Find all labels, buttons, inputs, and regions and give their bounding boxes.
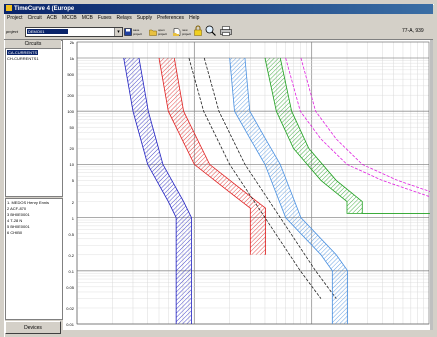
curve-max-line: [203, 57, 337, 299]
plot-border: [76, 41, 430, 325]
circuit-item[interactable]: CA-CURRENTS: [7, 50, 39, 55]
curve-band-fill: [229, 58, 348, 325]
menu-mcb[interactable]: MCB: [81, 15, 93, 21]
circuits-panel-title: Circuits: [5, 40, 61, 49]
curve-min-line: [229, 57, 333, 324]
print-icon[interactable]: [220, 26, 232, 36]
device-item[interactable]: 4 T-28 N: [7, 218, 23, 223]
project-select-value: DEMO01: [27, 29, 68, 34]
vertical-scrollbar[interactable]: [430, 40, 433, 330]
title-bar: TimeCurve 4 (Europe: [4, 4, 433, 14]
y-tick-label: 10: [69, 162, 74, 168]
menu-help[interactable]: Help: [189, 15, 200, 21]
lock-icon[interactable]: [194, 25, 202, 36]
curve-band-fill: [159, 58, 266, 255]
curve-max-line: [138, 57, 192, 324]
scale-readout: 77-A, 939: [402, 28, 424, 34]
time-current-chart[interactable]: [63, 40, 437, 330]
chart-canvas[interactable]: [63, 40, 437, 330]
new-project-icon[interactable]: [173, 28, 181, 36]
y-tick-label: 1: [71, 215, 74, 221]
y-tick-label: 0.5: [68, 231, 74, 237]
y-tick-label: 2: [71, 199, 74, 205]
menu-preferences[interactable]: Preferences: [157, 15, 185, 21]
menu-acb[interactable]: ACB: [46, 15, 58, 21]
app-icon: [6, 5, 12, 12]
y-tick-label: 100: [67, 109, 74, 115]
y-tick-label: 0.1: [68, 268, 74, 274]
project-label: project: [6, 29, 19, 34]
y-tick-label: 5: [71, 178, 74, 184]
device-item[interactable]: 1. MEDOS Henry Ennis: [7, 200, 50, 205]
curve-max-line: [173, 57, 267, 255]
menu-supply[interactable]: Supply: [136, 15, 153, 21]
menu-bar: Project Circuit ACB MCCB MCB Fuses Relays Suppl…: [4, 14, 433, 23]
open-project-icon[interactable]: [149, 28, 157, 36]
y-tick-label: 20: [69, 146, 74, 152]
y-tick-label: 0.01: [66, 322, 74, 327]
curve-min-line: [264, 57, 429, 214]
y-tick-label: 0.02: [66, 305, 74, 311]
new-project-label: new project: [182, 28, 192, 36]
curve-band-fill: [264, 58, 437, 214]
zoom-icon[interactable]: [205, 25, 216, 36]
device-item[interactable]: 2 ACF-870: [7, 206, 27, 211]
devices-panel: [5, 198, 63, 320]
y-tick-label: 1k: [69, 56, 74, 61]
menu-circuit[interactable]: Circuit: [27, 15, 42, 21]
curve-min-line: [188, 57, 322, 299]
save-project-icon[interactable]: [124, 28, 132, 36]
chevron-down-icon[interactable]: ▾: [114, 28, 122, 36]
device-item[interactable]: 3 BH0E0001: [7, 212, 30, 217]
open-project-label: open project: [158, 28, 168, 36]
devices-button[interactable]: Devices: [5, 321, 61, 334]
menu-relays[interactable]: Relays: [116, 15, 132, 21]
device-item[interactable]: 5 BH0E0001: [7, 224, 30, 229]
device-item[interactable]: 6 CHIB0: [7, 230, 23, 235]
window-title: TimeCurve 4 (Europe: [14, 6, 75, 12]
y-tick-label: 2k: [69, 40, 74, 45]
menu-fuses[interactable]: Fuses: [97, 15, 112, 21]
curve-max-line: [244, 57, 349, 324]
y-tick-label: 200: [67, 93, 74, 99]
curve-band-fill: [123, 58, 192, 325]
circuit-item[interactable]: CH-CURRENTS1: [7, 56, 39, 61]
curve-max-line: [300, 57, 437, 195]
circuits-panel: [5, 40, 63, 197]
menu-mccb[interactable]: MCCB: [62, 15, 77, 21]
menu-project[interactable]: Project: [7, 15, 23, 21]
y-tick-label: 0.05: [66, 284, 74, 290]
y-tick-label: 0.2: [68, 252, 74, 258]
curve-min-line: [123, 57, 177, 324]
curve-min-line: [158, 57, 251, 255]
project-select[interactable]: DEMO01 ▾: [25, 27, 123, 37]
curve-max-line: [279, 57, 437, 214]
save-project-label: save project: [133, 28, 143, 36]
toolbar: [4, 23, 433, 40]
y-tick-label: 500: [67, 72, 74, 78]
curve-min-line: [285, 57, 430, 197]
y-tick-label: 50: [69, 125, 74, 131]
curve-band-fill: [189, 58, 336, 299]
